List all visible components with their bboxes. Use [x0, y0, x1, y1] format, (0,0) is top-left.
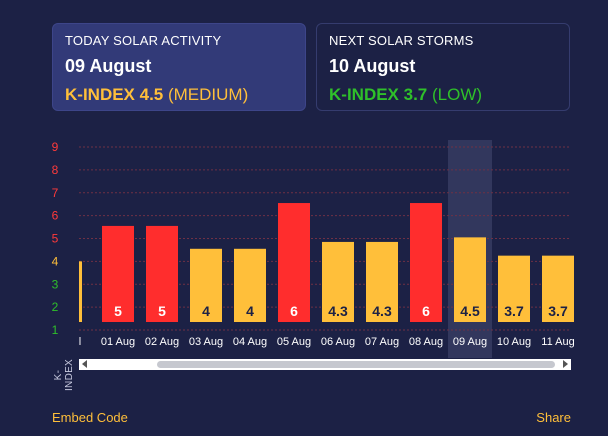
bar-08-aug: [410, 203, 442, 322]
y-tick-label-6: 6: [52, 209, 59, 223]
next-date: 10 August: [329, 56, 416, 76]
data-label-5: 4.3: [328, 303, 348, 319]
next-label: NEXT SOLAR STORMS: [329, 33, 474, 48]
y-tick-label-3: 3: [52, 277, 59, 291]
bar-09-aug: [454, 237, 486, 322]
y-tick-label-8: 8: [52, 163, 59, 177]
scroll-thumb[interactable]: [157, 361, 555, 368]
x-tick-label-9: 10 Aug: [497, 336, 531, 348]
y-tick-label-5: 5: [52, 232, 59, 246]
today-label: TODAY SOLAR ACTIVITY: [65, 33, 222, 48]
share-link[interactable]: Share: [536, 410, 571, 425]
x-tick-label-7: 08 Aug: [409, 336, 443, 348]
data-label-1: 5: [158, 303, 166, 319]
data-label-3: 4: [246, 303, 254, 319]
bar-partial-left: [79, 261, 82, 322]
next-storms-card: NEXT SOLAR STORMS 10 August K-INDEX 3.7 …: [316, 23, 570, 111]
y-tick-label-7: 7: [52, 186, 59, 200]
x-tick-label-5: 06 Aug: [321, 336, 355, 348]
y-axis-label: K-INDEX: [53, 358, 75, 392]
bar-05-aug: [278, 203, 310, 322]
y-tick-label-1: 1: [52, 323, 59, 337]
today-activity-card: TODAY SOLAR ACTIVITY 09 August K-INDEX 4…: [52, 23, 306, 111]
today-date: 09 August: [65, 56, 152, 76]
bar-03-aug: [190, 248, 222, 322]
next-k-index: K-INDEX 3.7 (LOW): [329, 85, 557, 105]
today-k-value: K-INDEX 4.5: [65, 85, 164, 104]
x-tick-label-3: 04 Aug: [233, 336, 267, 348]
x-tick-label-8: 09 Aug: [453, 336, 487, 348]
scroll-right-icon[interactable]: [563, 360, 568, 368]
x-tick-label-6: 07 Aug: [365, 336, 399, 348]
bar-04-aug: [234, 248, 266, 322]
data-label-2: 4: [202, 303, 210, 319]
bar-06-aug: [322, 241, 354, 322]
scroll-left-icon[interactable]: [82, 360, 87, 368]
data-label-7: 6: [422, 303, 430, 319]
y-tick-label-9: 9: [52, 140, 59, 154]
y-tick-label-4: 4: [52, 254, 59, 268]
bar-02-aug: [146, 225, 178, 322]
x-tick-label-partial: l: [79, 336, 81, 348]
next-k-level: (LOW): [431, 85, 483, 104]
x-tick-label-4: 05 Aug: [277, 336, 311, 348]
data-label-9: 3.7: [504, 303, 524, 319]
data-label-6: 4.3: [372, 303, 392, 319]
x-tick-label-1: 02 Aug: [145, 336, 179, 348]
data-label-10: 3.7: [548, 303, 568, 319]
bar-10-aug: [498, 255, 530, 322]
y-tick-label-2: 2: [52, 300, 59, 314]
next-k-value: K-INDEX 3.7: [329, 85, 428, 104]
chart-scrollbar[interactable]: [79, 359, 571, 370]
bar-07-aug: [366, 241, 398, 322]
bar-01-aug: [102, 225, 134, 322]
x-tick-label-10: 11 Aug: [541, 336, 574, 348]
data-label-0: 5: [114, 303, 122, 319]
embed-code-link[interactable]: Embed Code: [52, 410, 128, 425]
data-label-4: 6: [290, 303, 298, 319]
bar-11-aug: [542, 255, 574, 322]
x-tick-label-2: 03 Aug: [189, 336, 223, 348]
today-k-level: (MEDIUM): [167, 85, 249, 104]
data-label-8: 4.5: [460, 303, 480, 319]
x-tick-label-0: 01 Aug: [101, 336, 135, 348]
today-k-index: K-INDEX 4.5 (MEDIUM): [65, 85, 293, 105]
